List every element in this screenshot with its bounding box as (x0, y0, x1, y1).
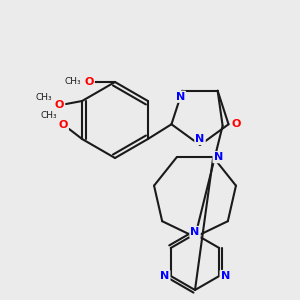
Text: N: N (190, 227, 200, 237)
Text: CH₃: CH₃ (41, 110, 57, 119)
Text: N: N (195, 134, 205, 144)
Text: N: N (220, 271, 230, 281)
Text: O: O (54, 100, 64, 110)
Text: O: O (84, 77, 94, 87)
Text: N: N (214, 152, 223, 162)
Text: N: N (160, 271, 170, 281)
Text: O: O (232, 119, 241, 129)
Text: CH₃: CH₃ (65, 77, 81, 86)
Text: N: N (176, 92, 185, 102)
Text: O: O (58, 120, 68, 130)
Text: CH₃: CH₃ (36, 94, 52, 103)
